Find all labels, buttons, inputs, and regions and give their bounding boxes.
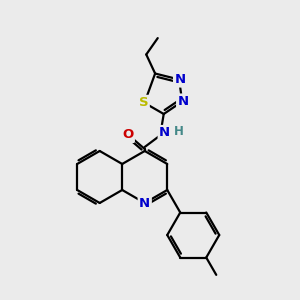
Text: O: O <box>122 128 134 142</box>
Text: N: N <box>139 197 150 211</box>
Text: N: N <box>178 95 189 108</box>
Text: N: N <box>175 73 186 86</box>
Text: N: N <box>159 127 170 140</box>
Text: H: H <box>174 125 184 139</box>
Text: S: S <box>139 96 148 110</box>
